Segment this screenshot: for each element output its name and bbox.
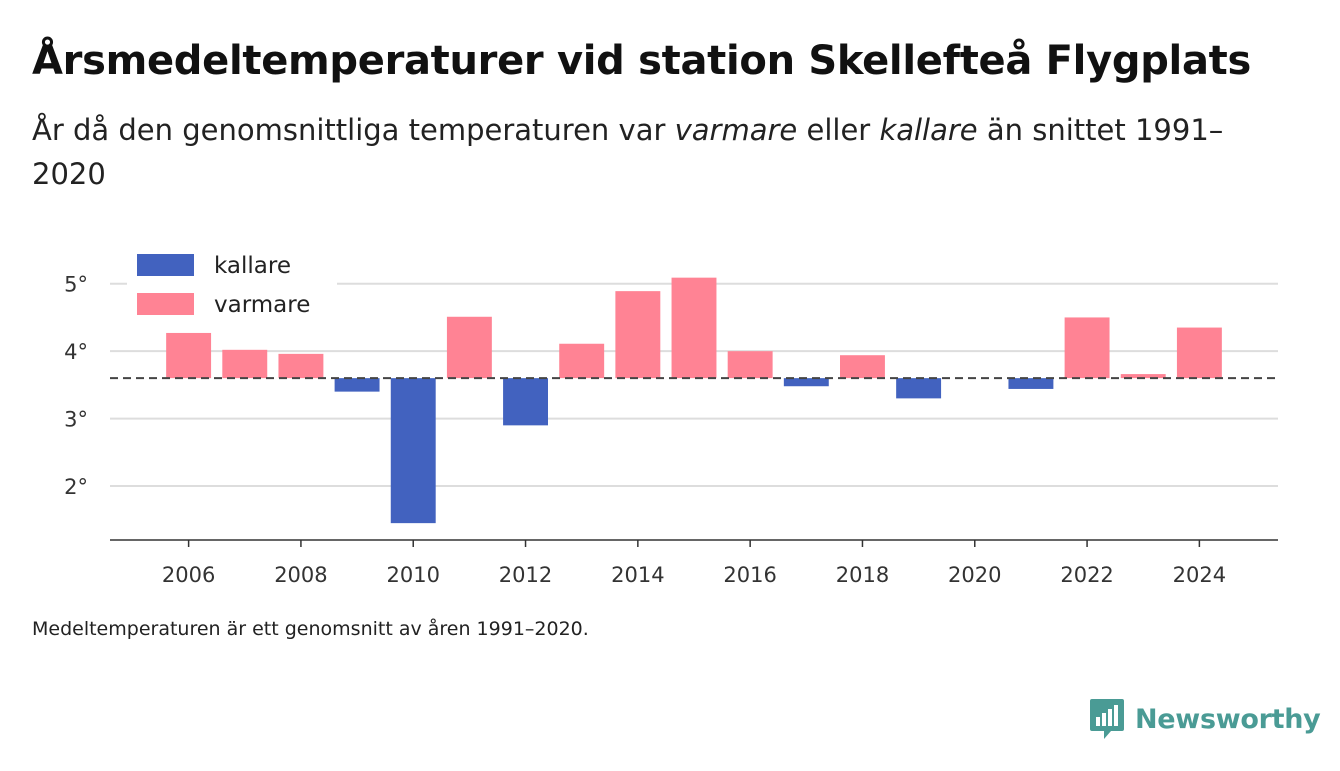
chart-subtitle: År då den genomsnittliga temperaturen va…	[32, 108, 1272, 196]
bar-varmare	[840, 355, 885, 379]
bar-kallare	[783, 378, 829, 387]
bar-varmare	[166, 332, 212, 379]
x-tick-label: 2014	[611, 563, 664, 587]
bar-varmare	[446, 316, 492, 379]
y-tick-label: 3°	[64, 408, 88, 432]
legend: kallare varmare	[127, 240, 337, 328]
bar-kallare	[390, 378, 436, 524]
y-tick-label: 5°	[64, 273, 88, 297]
x-tick-label: 2020	[948, 563, 1001, 587]
footnote: Medeltemperaturen är ett genomsnitt av å…	[32, 618, 589, 640]
bar-varmare	[559, 343, 605, 379]
bar-varmare	[222, 349, 268, 379]
legend-label-kallare: kallare	[214, 253, 291, 279]
bar-varmare	[1064, 317, 1110, 379]
bar-kallare	[334, 378, 380, 392]
bar-chart-speech-bubble-icon	[1090, 699, 1124, 739]
y-tick-label: 2°	[64, 475, 88, 499]
bar-kallare	[896, 378, 942, 399]
x-tick-label: 2016	[723, 563, 776, 587]
chart-title: Årsmedeltemperaturer vid station Skellef…	[32, 38, 1251, 84]
x-axis-tick-labels: 2006 2008 2010 2012 2014 2016 2018 2020 2022 2024	[162, 563, 1226, 587]
x-tick-label: 2024	[1173, 563, 1226, 587]
x-tick-label: 2006	[162, 563, 215, 587]
subtitle-text-1: År då den genomsnittliga temperaturen va…	[32, 113, 675, 147]
legend-swatch-varmare	[137, 293, 194, 315]
subtitle-text-2: eller	[797, 113, 880, 147]
subtitle-emphasis-warmer: varmare	[674, 113, 798, 147]
x-tick-label: 2010	[387, 563, 440, 587]
bar-varmare	[1176, 327, 1222, 379]
x-tick-label: 2012	[499, 563, 552, 587]
bar-kallare	[1008, 378, 1054, 389]
bars	[166, 277, 1222, 524]
bar-varmare	[278, 353, 324, 379]
subtitle-emphasis-colder: kallare	[879, 113, 978, 147]
y-axis-tick-labels: 2° 3° 4° 5°	[64, 273, 88, 499]
x-tick-label: 2018	[836, 563, 889, 587]
legend-swatch-kallare	[137, 254, 194, 276]
brand-name: Newsworthy	[1135, 703, 1321, 735]
bar-varmare	[615, 291, 661, 379]
x-tick-label: 2008	[274, 563, 327, 587]
newsworthy-logo[interactable]: Newsworthy	[1089, 697, 1321, 741]
y-tick-label: 4°	[64, 340, 88, 364]
bar-varmare	[1120, 374, 1166, 379]
legend-label-varmare: varmare	[214, 292, 310, 318]
bar-kallare	[503, 378, 548, 426]
subtitle-text-3: än snittet 1991–2020	[32, 113, 1224, 191]
bar-varmare	[727, 351, 773, 379]
x-tick-label: 2022	[1060, 563, 1113, 587]
bar-varmare	[671, 277, 717, 379]
x-axis-ticks	[187, 540, 1201, 547]
